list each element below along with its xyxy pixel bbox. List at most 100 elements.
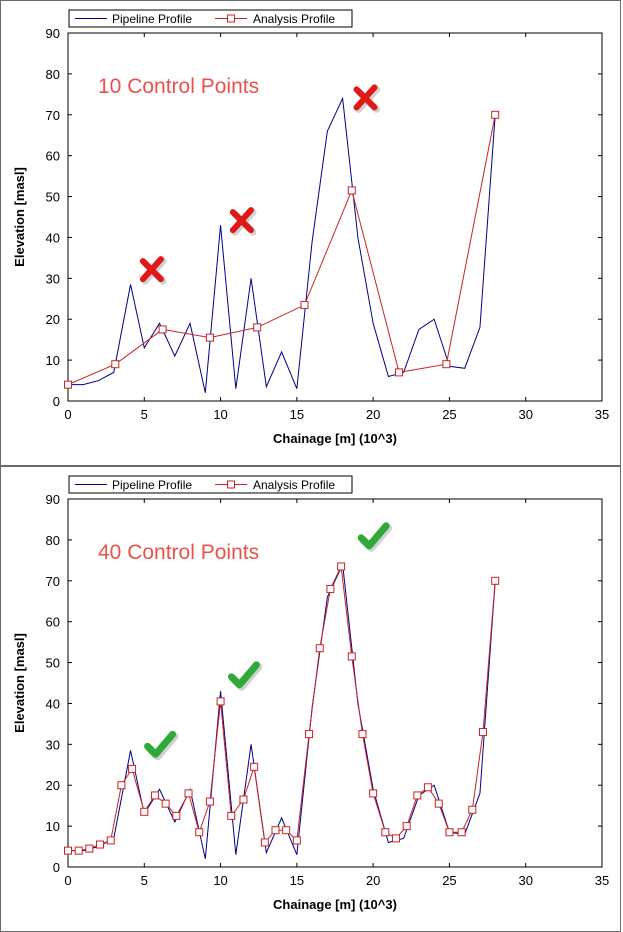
- y-tick-label: 60: [46, 615, 60, 630]
- analysis-point: [85, 844, 94, 853]
- analysis-profile-line: [67, 114, 496, 386]
- analysis-point: [111, 360, 120, 369]
- x-tick-label: 15: [290, 407, 304, 422]
- chart-panel-bottom: 0 10 20 30 40 50 60 70 80 90 0 5 10 15 20 25 30 35 Chainag…: [0, 466, 621, 932]
- y-tick-label: 50: [46, 656, 60, 671]
- y-axis-label: Elevation [masl]: [12, 633, 27, 733]
- y-tick-label: 10: [46, 819, 60, 834]
- analysis-profile-line: [68, 564, 496, 852]
- analysis-point: [424, 783, 433, 792]
- green-check-icon: [227, 661, 263, 691]
- analysis-point: [161, 799, 170, 808]
- y-tick-label: 90: [46, 492, 60, 507]
- red-cross-icon: [353, 84, 381, 113]
- x-tick-label: 0: [64, 873, 71, 888]
- analysis-point: [260, 838, 269, 847]
- analysis-point: [106, 836, 115, 845]
- pipeline-profile-line: [68, 96, 496, 393]
- analysis-point: [150, 791, 159, 800]
- y-tick-label: 80: [46, 533, 60, 548]
- x-tick-label: 20: [366, 873, 380, 888]
- red-cross-icon: [229, 207, 257, 236]
- analysis-point: [491, 110, 500, 119]
- x-tick-label: 25: [442, 873, 456, 888]
- y-tick-label: 40: [46, 230, 60, 245]
- red-cross-icon: [139, 256, 167, 285]
- x-axis-label: Chainage [m] (10^3): [273, 431, 397, 446]
- plot-area: [67, 32, 603, 402]
- analysis-point: [271, 826, 280, 835]
- y-tick-label: 10: [46, 353, 60, 368]
- check-stroke: [357, 522, 390, 550]
- x-tick-label: 5: [141, 873, 148, 888]
- analysis-point: [491, 576, 500, 585]
- analysis-point: [282, 826, 291, 835]
- legend-analysis-marker: [227, 480, 235, 489]
- x-tick-label: 10: [213, 407, 227, 422]
- legend-analysis-label: Analysis Profile: [253, 12, 335, 26]
- x-tick-label: 35: [595, 407, 609, 422]
- cross-strokes: [353, 84, 378, 111]
- analysis-point: [250, 762, 259, 771]
- analysis-point: [395, 368, 404, 377]
- x-axis-label: Chainage [m] (10^3): [273, 897, 397, 912]
- x-tick-label: 30: [518, 873, 532, 888]
- x-tick-label: 30: [518, 407, 532, 422]
- analysis-point: [468, 805, 477, 814]
- analysis-point: [128, 764, 137, 773]
- control-points-annotation: 10 Control Points: [98, 75, 259, 98]
- y-tick-label: 30: [46, 737, 60, 752]
- y-tick-label: 40: [46, 696, 60, 711]
- cross-strokes: [139, 256, 164, 283]
- y-tick-label: 0: [53, 394, 60, 409]
- analysis-point: [96, 840, 105, 849]
- y-tick-label: 90: [46, 26, 60, 41]
- green-check-icon: [144, 730, 179, 761]
- analysis-point: [239, 795, 248, 804]
- analysis-point: [347, 186, 356, 195]
- chart-panel-top: 0 10 20 30 40 50 60 70 80 90 0 5 10 15 20 25 30 35 Chainag…: [0, 0, 621, 466]
- analysis-point: [172, 811, 181, 820]
- analysis-point: [413, 791, 422, 800]
- green-check-icon: [357, 522, 393, 552]
- analysis-point: [369, 789, 378, 798]
- legend-pipeline-label: Pipeline Profile: [112, 478, 192, 492]
- analysis-point: [64, 380, 72, 389]
- x-tick-label: 15: [290, 873, 304, 888]
- y-tick-label: 0: [53, 860, 60, 875]
- x-tick-label: 20: [366, 407, 380, 422]
- x-tick-label: 35: [595, 873, 609, 888]
- analysis-point: [381, 828, 390, 837]
- check-stroke: [144, 730, 177, 758]
- analysis-point: [442, 360, 451, 369]
- analysis-point: [434, 799, 443, 808]
- elevation-chart-40-points: 0 10 20 30 40 50 60 70 80 90 0 5 10 15 20 25 30 35 Chainag…: [12, 475, 609, 912]
- analysis-point: [117, 781, 126, 790]
- analysis-point: [358, 730, 367, 739]
- analysis-point: [205, 797, 214, 806]
- analysis-point: [158, 325, 167, 334]
- y-tick-label: 20: [46, 312, 60, 327]
- x-tick-label: 5: [141, 407, 148, 422]
- control-points-annotation: 40 Control Points: [98, 541, 259, 564]
- analysis-point: [300, 300, 309, 309]
- analysis-point: [216, 697, 225, 706]
- analysis-point: [74, 846, 83, 855]
- y-tick-label: 60: [46, 149, 60, 164]
- analysis-point: [64, 846, 72, 855]
- analysis-point: [457, 828, 466, 837]
- legend-analysis-label: Analysis Profile: [253, 478, 335, 492]
- analysis-point: [478, 728, 487, 737]
- analysis-point: [402, 822, 411, 831]
- elevation-chart-10-points: 0 10 20 30 40 50 60 70 80 90 0 5 10 15 20 25 30 35 Chainag…: [12, 9, 609, 446]
- analysis-point: [292, 836, 301, 845]
- plot-area: [67, 498, 603, 868]
- analysis-point: [305, 730, 314, 739]
- pipeline-profile-line: [68, 562, 496, 859]
- y-tick-label: 30: [46, 271, 60, 286]
- analysis-point: [184, 789, 193, 798]
- analysis-point: [326, 584, 335, 593]
- check-stroke: [227, 661, 260, 689]
- x-tick-label: 25: [442, 407, 456, 422]
- legend-box: [68, 475, 353, 494]
